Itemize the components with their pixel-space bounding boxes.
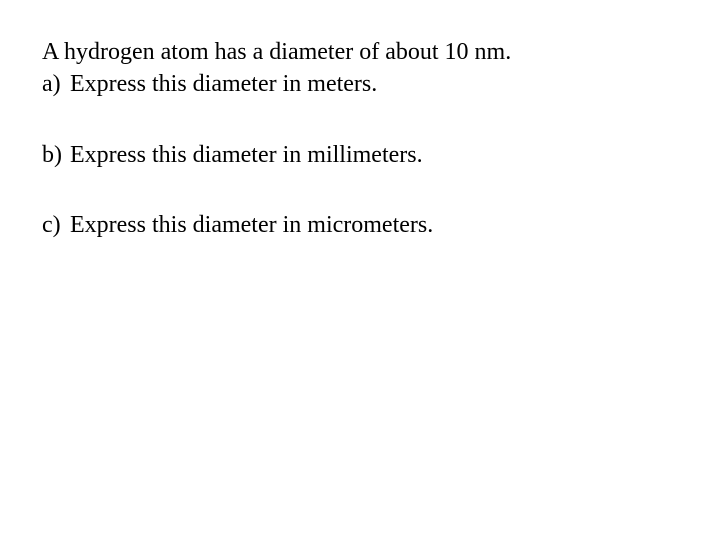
part-c-label: c) xyxy=(42,209,70,241)
part-c: c)Express this diameter in micrometers. xyxy=(42,209,680,241)
part-a: a)Express this diameter in meters. xyxy=(42,68,680,100)
part-a-text: Express this diameter in meters. xyxy=(70,71,377,97)
part-b-text: Express this diameter in millimeters. xyxy=(70,142,423,168)
page: A hydrogen atom has a diameter of about … xyxy=(0,0,720,242)
problem-statement: A hydrogen atom has a diameter of about … xyxy=(42,36,680,68)
part-b-label: b) xyxy=(42,139,70,171)
part-c-text: Express this diameter in micrometers. xyxy=(70,212,433,238)
part-b: b)Express this diameter in millimeters. xyxy=(42,139,680,171)
part-a-label: a) xyxy=(42,68,70,100)
